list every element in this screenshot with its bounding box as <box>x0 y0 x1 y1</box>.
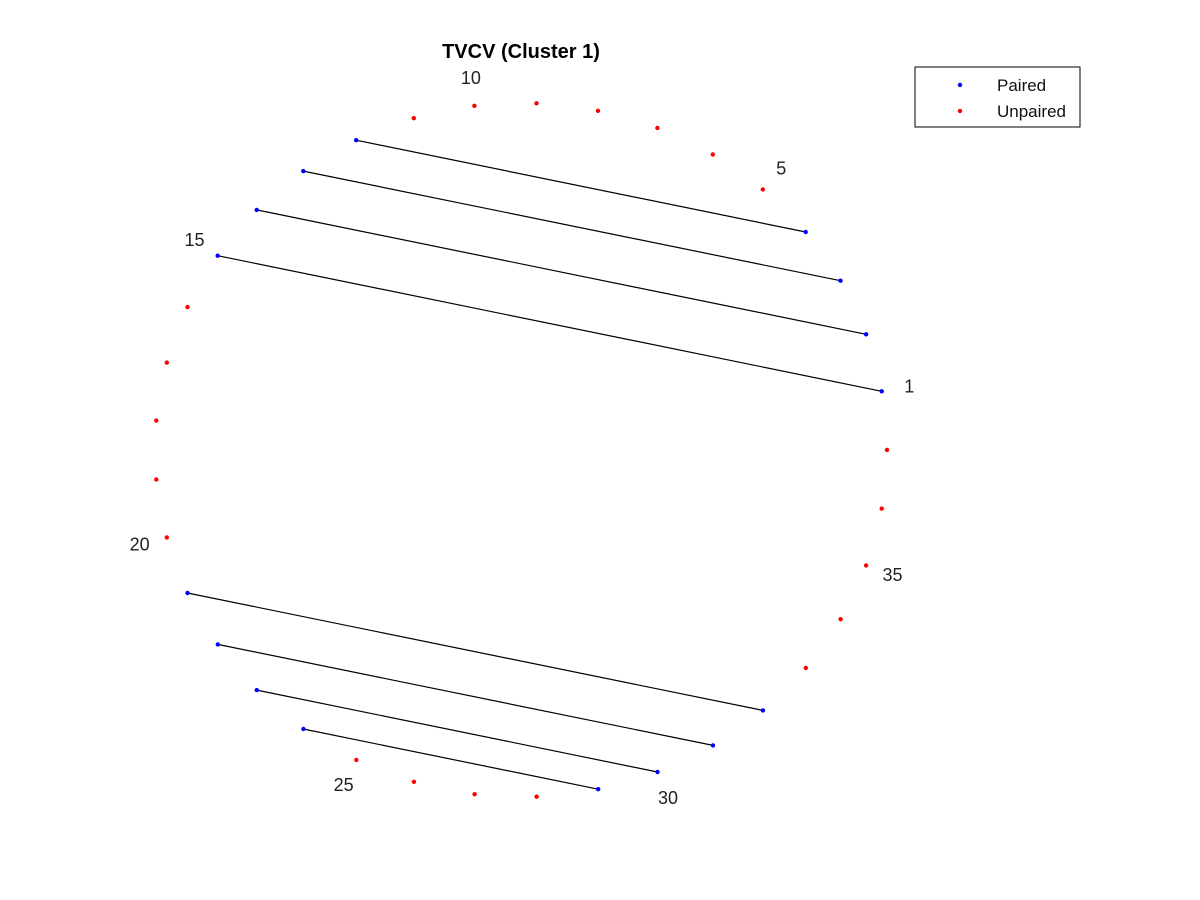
legend-marker-unpaired <box>957 108 963 114</box>
position-point-1 <box>879 389 884 394</box>
pair-line-4-12 <box>356 139 806 233</box>
position-label-35: 35 <box>882 565 902 585</box>
position-point-5 <box>760 187 765 192</box>
position-point-11 <box>411 116 416 121</box>
position-point-36 <box>879 506 884 511</box>
position-point-18 <box>154 418 159 423</box>
position-label-10: 10 <box>461 68 481 88</box>
position-point-30 <box>655 769 660 775</box>
position-point-33 <box>803 665 808 671</box>
chart-title: TVCV (Cluster 1) <box>442 41 600 63</box>
position-point-17 <box>164 360 169 365</box>
position-point-24 <box>301 726 306 732</box>
position-point-6 <box>710 152 715 157</box>
pair-line-2-14 <box>256 209 867 335</box>
position-label-20: 20 <box>130 535 150 555</box>
pair-line-24-29 <box>303 728 599 790</box>
legend-marker-paired <box>957 82 963 88</box>
position-point-21 <box>185 590 190 596</box>
position-point-22 <box>215 642 220 647</box>
position-point-15 <box>215 253 220 258</box>
position-label-1: 1 <box>904 377 914 397</box>
pair-line-23-30 <box>256 689 658 773</box>
position-point-32 <box>760 708 766 713</box>
position-label-30: 30 <box>658 788 678 808</box>
pair-line-21-32 <box>187 592 764 711</box>
position-point-10 <box>472 103 477 109</box>
legend: Paired Unpaired <box>914 66 1081 128</box>
position-point-7 <box>655 125 660 131</box>
legend-label-paired: Paired <box>997 76 1046 95</box>
position-point-37 <box>884 447 890 453</box>
position-point-8 <box>595 108 601 114</box>
legend-label-unpaired: Unpaired <box>997 102 1066 121</box>
position-point-28 <box>534 794 539 799</box>
position-label-25: 25 <box>334 775 354 795</box>
position-point-29 <box>596 787 601 792</box>
pair-lines <box>187 139 882 790</box>
position-point-16 <box>185 304 190 310</box>
position-point-13 <box>301 168 306 174</box>
pair-line-22-31 <box>217 643 714 746</box>
position-point-34 <box>838 617 843 622</box>
position-point-4 <box>803 229 808 235</box>
position-point-14 <box>254 207 259 213</box>
legend-box <box>914 66 1081 128</box>
position-point-23 <box>254 687 259 693</box>
position-label-15: 15 <box>184 230 204 250</box>
position-point-2 <box>863 332 869 337</box>
pair-line-3-13 <box>303 170 841 282</box>
position-point-31 <box>710 743 716 748</box>
position-point-9 <box>534 101 539 106</box>
position-point-12 <box>354 138 359 143</box>
pair-line-1-15 <box>217 255 882 392</box>
position-label-5: 5 <box>776 159 786 179</box>
position-point-25 <box>354 757 359 763</box>
position-point-27 <box>472 792 477 797</box>
position-point-20 <box>164 535 169 540</box>
position-point-26 <box>411 779 417 784</box>
position-point-3 <box>838 278 843 283</box>
position-point-35 <box>863 563 869 568</box>
position-point-19 <box>154 477 159 482</box>
position-points <box>154 101 890 799</box>
